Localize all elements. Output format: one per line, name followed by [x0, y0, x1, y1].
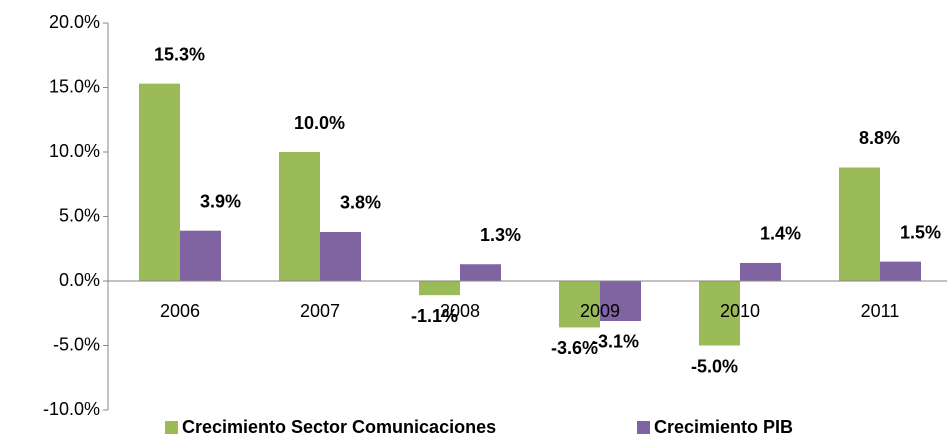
- legend-swatch: [637, 421, 650, 434]
- value-label: 8.8%: [859, 128, 900, 148]
- y-tick-label: -10.0%: [43, 399, 100, 419]
- legend-swatch: [165, 421, 178, 434]
- bar: [699, 281, 740, 346]
- value-label: -5.0%: [691, 356, 738, 376]
- x-tick-label: 2006: [160, 301, 200, 321]
- x-tick-label: 2011: [861, 301, 900, 321]
- value-label: 3.8%: [340, 193, 381, 213]
- value-label: -3.1%: [592, 332, 639, 352]
- value-label: -3.6%: [551, 338, 598, 358]
- bar: [460, 264, 501, 281]
- y-tick-label: 20.0%: [49, 12, 100, 32]
- bar: [740, 262, 781, 281]
- bar: [180, 230, 221, 281]
- y-tick-label: 5.0%: [59, 205, 100, 225]
- x-tick-label: 2009: [580, 301, 620, 321]
- x-tick-label: 2010: [720, 301, 760, 321]
- bar: [419, 281, 460, 296]
- bar: [279, 152, 320, 281]
- bar: [559, 281, 600, 328]
- bar: [139, 83, 180, 281]
- legend-label: Crecimiento PIB: [654, 417, 793, 437]
- value-label: 15.3%: [154, 44, 205, 64]
- value-label: 1.3%: [480, 225, 521, 245]
- y-tick-label: 15.0%: [49, 76, 100, 96]
- x-tick-label: 2007: [300, 301, 340, 321]
- bar: [880, 261, 921, 281]
- x-tick-label: 2008: [440, 301, 480, 321]
- bar: [600, 281, 641, 321]
- y-tick-label: 0.0%: [59, 270, 100, 290]
- value-label: 10.0%: [294, 113, 345, 133]
- legend-label: Crecimiento Sector Comunicaciones: [182, 417, 496, 437]
- y-tick-label: 10.0%: [49, 141, 100, 161]
- value-label: 3.9%: [200, 191, 241, 211]
- bar: [839, 167, 880, 281]
- value-label: 1.5%: [900, 222, 941, 242]
- y-tick-label: -5.0%: [53, 334, 100, 354]
- bar: [320, 231, 361, 281]
- value-label: 1.4%: [760, 224, 801, 244]
- value-label: -1.1%: [411, 306, 458, 326]
